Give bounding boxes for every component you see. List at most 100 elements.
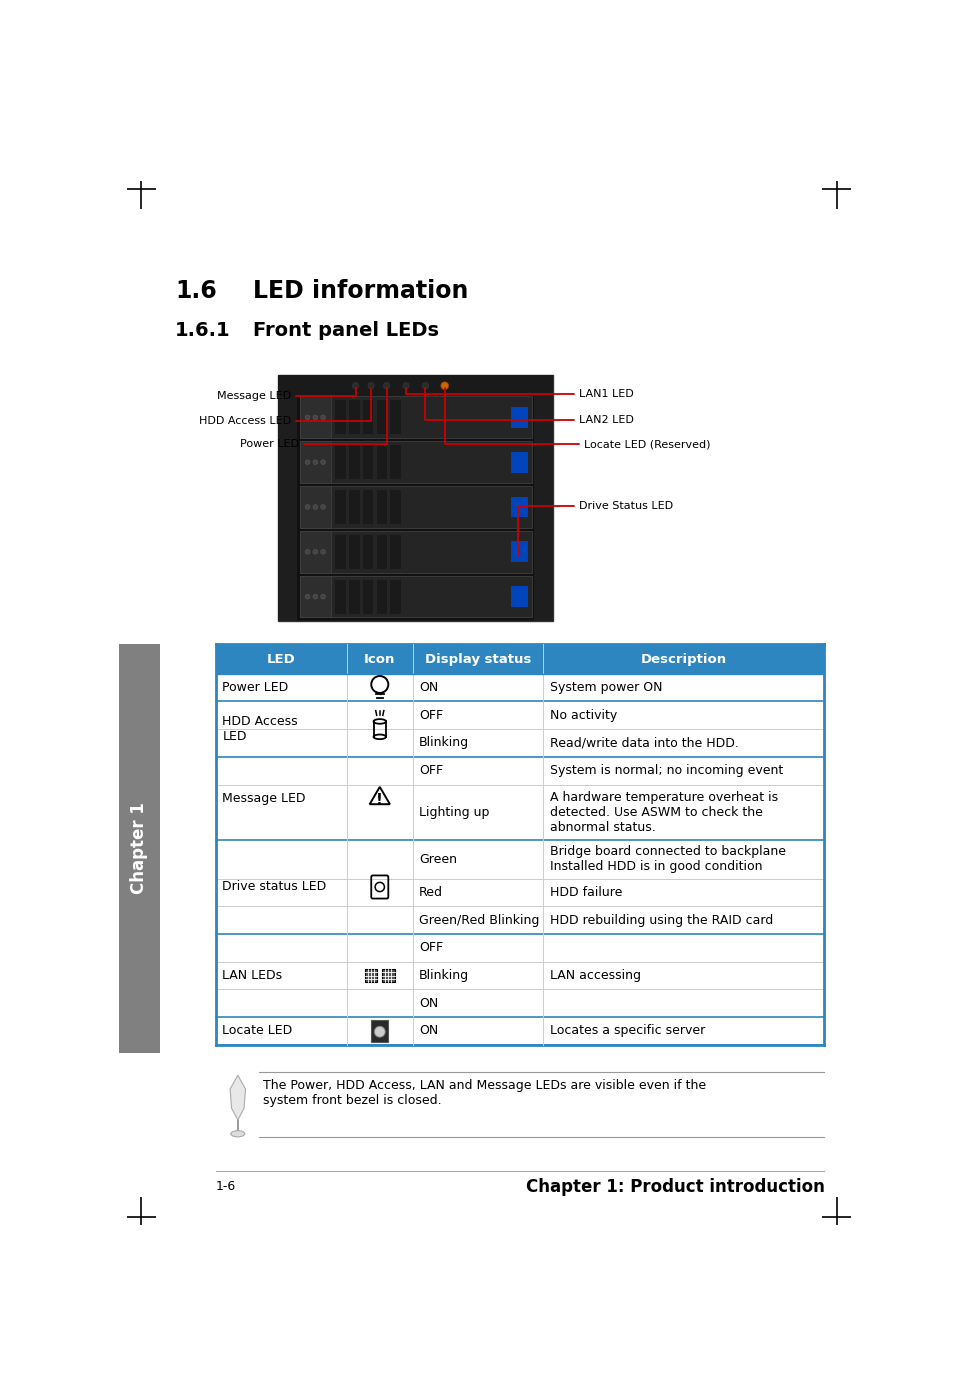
Text: Chapter 1: Chapter 1: [131, 803, 149, 895]
Bar: [376, 401, 387, 434]
Text: ON: ON: [418, 681, 437, 695]
Circle shape: [368, 383, 374, 388]
Bar: [216, 934, 823, 1018]
Bar: [376, 535, 387, 569]
Bar: [348, 535, 359, 569]
Bar: [119, 644, 159, 1052]
Bar: [371, 1020, 388, 1041]
Text: LAN accessing: LAN accessing: [549, 969, 640, 981]
Text: 1.6.1: 1.6.1: [174, 322, 231, 340]
Bar: [362, 579, 373, 614]
Circle shape: [353, 383, 358, 388]
Bar: [362, 401, 373, 434]
Bar: [299, 397, 331, 438]
Circle shape: [320, 594, 325, 599]
Bar: [299, 486, 331, 528]
Circle shape: [313, 415, 317, 419]
Bar: [390, 445, 401, 479]
Bar: [335, 535, 345, 569]
Text: HDD failure: HDD failure: [549, 885, 621, 899]
Text: 1-6: 1-6: [216, 1180, 236, 1193]
Circle shape: [305, 459, 310, 465]
Bar: [335, 445, 345, 479]
Bar: [390, 401, 401, 434]
Bar: [362, 490, 373, 523]
Text: !: !: [375, 793, 383, 809]
Bar: [362, 535, 373, 569]
Text: OFF: OFF: [418, 709, 442, 722]
Circle shape: [320, 505, 325, 509]
Text: ON: ON: [418, 997, 437, 1009]
Bar: [348, 579, 359, 614]
Text: Power LED: Power LED: [240, 440, 298, 450]
Text: Description: Description: [640, 653, 726, 665]
Bar: [390, 490, 401, 523]
Text: LAN1 LED: LAN1 LED: [578, 390, 633, 400]
Text: LED: LED: [267, 653, 295, 665]
Text: Icon: Icon: [364, 653, 395, 665]
Circle shape: [313, 459, 317, 465]
Bar: [390, 579, 401, 614]
Text: OFF: OFF: [418, 941, 442, 955]
Text: The Power, HDD Access, LAN and Message LEDs are visible even if the
system front: The Power, HDD Access, LAN and Message L…: [262, 1079, 705, 1108]
Bar: [216, 702, 823, 757]
Text: Drive Status LED: Drive Status LED: [578, 501, 672, 511]
Circle shape: [313, 594, 317, 599]
Circle shape: [305, 415, 310, 419]
Bar: [216, 674, 823, 702]
Text: LAN LEDs: LAN LEDs: [222, 969, 282, 981]
Text: LED information: LED information: [253, 278, 467, 302]
Text: Locate LED (Reserved): Locate LED (Reserved): [583, 440, 710, 450]
Text: No activity: No activity: [549, 709, 617, 722]
Bar: [299, 441, 532, 483]
Text: Display status: Display status: [424, 653, 531, 665]
Bar: [299, 576, 532, 618]
Bar: [365, 969, 377, 983]
Bar: [299, 441, 331, 483]
Text: Message LED: Message LED: [217, 391, 291, 401]
Text: OFF: OFF: [418, 764, 442, 777]
Text: Lighting up: Lighting up: [418, 806, 489, 818]
Bar: [348, 401, 359, 434]
Polygon shape: [230, 1075, 245, 1121]
Text: Drive status LED: Drive status LED: [222, 881, 326, 894]
Text: Green/Red Blinking: Green/Red Blinking: [418, 913, 538, 927]
Bar: [510, 406, 527, 427]
Bar: [510, 452, 527, 473]
Bar: [382, 969, 395, 983]
Bar: [299, 530, 331, 572]
Bar: [335, 490, 345, 523]
Circle shape: [374, 1026, 385, 1037]
Circle shape: [422, 383, 428, 388]
Text: Green: Green: [418, 853, 456, 866]
Bar: [510, 497, 527, 518]
Text: 1.6: 1.6: [174, 278, 216, 302]
Circle shape: [313, 505, 317, 509]
Bar: [376, 490, 387, 523]
Text: HDD rebuilding using the RAID card: HDD rebuilding using the RAID card: [549, 913, 772, 927]
Circle shape: [402, 383, 409, 388]
Bar: [510, 541, 527, 562]
Text: Locate LED: Locate LED: [222, 1025, 293, 1037]
Bar: [216, 1018, 823, 1045]
Text: Bridge board connected to backplane
Installed HDD is in good condition: Bridge board connected to backplane Inst…: [549, 845, 785, 873]
Bar: [390, 535, 401, 569]
Text: Locates a specific server: Locates a specific server: [549, 1025, 704, 1037]
Ellipse shape: [231, 1130, 245, 1137]
Text: System is normal; no incoming event: System is normal; no incoming event: [549, 764, 782, 777]
Bar: [278, 374, 553, 621]
Text: Blinking: Blinking: [418, 969, 469, 981]
Text: Red: Red: [418, 885, 442, 899]
Bar: [376, 579, 387, 614]
Bar: [299, 576, 331, 618]
Bar: [216, 757, 823, 839]
Bar: [510, 586, 527, 607]
Circle shape: [305, 550, 310, 554]
Text: HDD Access
LED: HDD Access LED: [222, 715, 297, 743]
Text: Front panel LEDs: Front panel LEDs: [253, 322, 438, 340]
Bar: [335, 579, 345, 614]
Bar: [534, 374, 553, 621]
Circle shape: [305, 505, 310, 509]
Circle shape: [440, 381, 448, 390]
Bar: [348, 490, 359, 523]
